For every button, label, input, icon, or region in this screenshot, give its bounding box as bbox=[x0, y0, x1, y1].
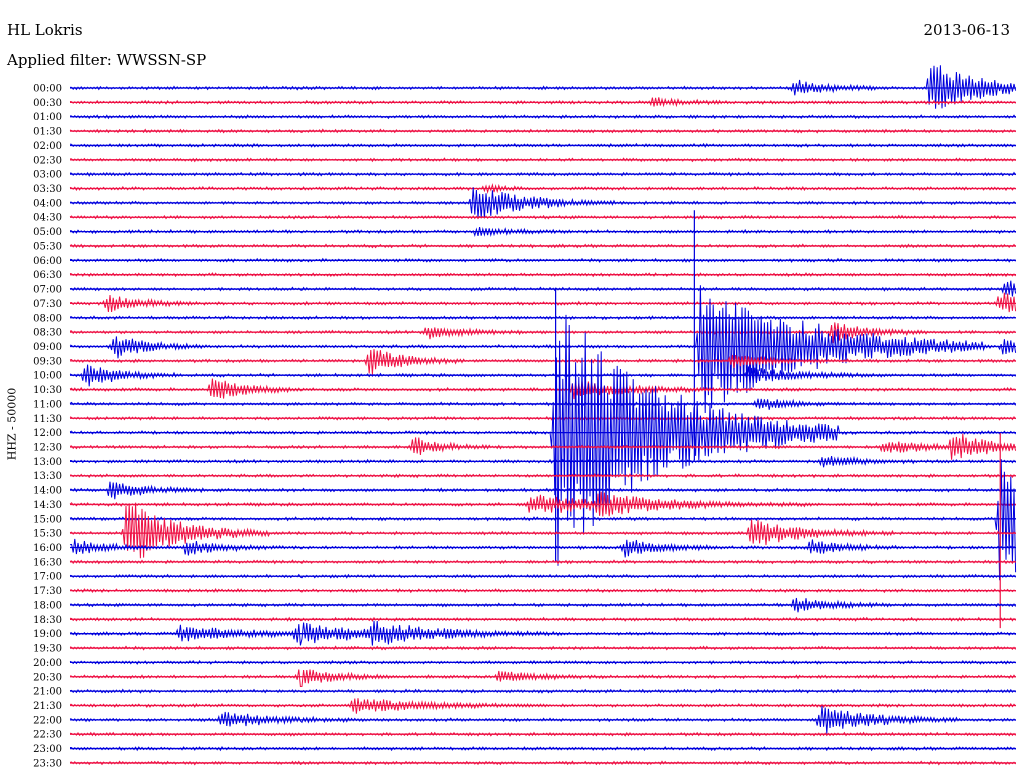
seismic-trace bbox=[69, 285, 1017, 414]
tick-label: 12:00 bbox=[33, 428, 62, 439]
seismic-trace bbox=[69, 538, 1016, 558]
tick-label: 14:00 bbox=[33, 486, 62, 497]
tick-label: 22:30 bbox=[33, 730, 62, 741]
tick-label: 04:30 bbox=[33, 213, 62, 224]
tick-label: 22:00 bbox=[33, 715, 62, 726]
tick-label: 07:30 bbox=[33, 299, 62, 310]
tick-label: 15:00 bbox=[33, 514, 62, 525]
tick-label: 08:00 bbox=[33, 313, 62, 324]
seismic-trace bbox=[69, 349, 1016, 375]
tick-label: 09:30 bbox=[33, 356, 62, 367]
tick-label: 20:30 bbox=[33, 672, 62, 683]
tick-label: 05:30 bbox=[33, 241, 62, 252]
station-name: HL Lokris bbox=[7, 21, 83, 39]
seismic-trace bbox=[69, 378, 1016, 400]
tick-label: 01:30 bbox=[33, 127, 62, 138]
tick-label: 11:00 bbox=[33, 399, 62, 410]
tick-label: 21:30 bbox=[33, 701, 62, 712]
tick-label: 16:00 bbox=[33, 543, 62, 554]
tick-label: 05:00 bbox=[33, 227, 62, 238]
tick-label: 04:00 bbox=[33, 198, 62, 209]
tick-label: 11:30 bbox=[33, 414, 62, 425]
tick-label: 12:30 bbox=[33, 443, 62, 454]
tick-label: 08:30 bbox=[33, 328, 62, 339]
tick-label: 13:00 bbox=[33, 457, 62, 468]
tick-label: 20:00 bbox=[33, 658, 62, 669]
seismic-trace bbox=[69, 669, 1016, 688]
tick-label: 06:00 bbox=[33, 256, 62, 267]
time-tick-labels: 00:00 00:30 01:00 01:30 02:00 02:30 03:00 03:30… bbox=[33, 84, 62, 770]
tick-label: 02:30 bbox=[33, 155, 62, 166]
record-date: 2013-06-13 bbox=[923, 21, 1010, 39]
tick-label: 16:30 bbox=[33, 557, 62, 568]
tick-label: 17:00 bbox=[33, 572, 62, 583]
tick-label: 03:00 bbox=[33, 170, 62, 181]
tick-label: 19:00 bbox=[33, 629, 62, 640]
tick-label: 10:30 bbox=[33, 385, 62, 396]
tick-label: 00:00 bbox=[33, 84, 62, 95]
tick-label: 00:30 bbox=[33, 98, 62, 109]
trace-group bbox=[69, 65, 1017, 766]
tick-label: 21:00 bbox=[33, 687, 62, 698]
tick-label: 02:00 bbox=[33, 141, 62, 152]
seismic-trace bbox=[69, 314, 1017, 566]
seismic-trace bbox=[69, 502, 1016, 559]
tick-label: 14:30 bbox=[33, 500, 62, 511]
tick-label: 19:30 bbox=[33, 644, 62, 655]
tick-label: 15:30 bbox=[33, 529, 62, 540]
tick-label: 03:30 bbox=[33, 184, 62, 195]
tick-label: 10:00 bbox=[33, 371, 62, 382]
tick-label: 18:00 bbox=[33, 600, 62, 611]
tick-label: 18:30 bbox=[33, 615, 62, 626]
tick-label: 13:30 bbox=[33, 471, 62, 482]
tick-label: 17:30 bbox=[33, 586, 62, 597]
tick-label: 01:00 bbox=[33, 112, 62, 123]
seismic-trace bbox=[69, 292, 1017, 313]
tick-label: 23:00 bbox=[33, 744, 62, 755]
tick-label: 07:00 bbox=[33, 285, 62, 296]
tick-label: 23:30 bbox=[33, 758, 62, 769]
tick-label: 06:30 bbox=[33, 270, 62, 281]
tick-label: 09:00 bbox=[33, 342, 62, 353]
applied-filter: Applied filter: WWSSN-SP bbox=[7, 51, 207, 69]
